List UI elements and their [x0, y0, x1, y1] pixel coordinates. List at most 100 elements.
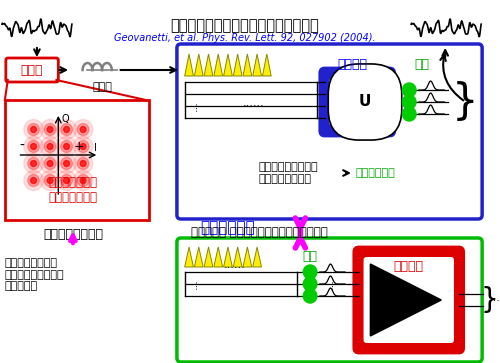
Circle shape	[30, 126, 36, 132]
Text: 量子計算: 量子計算	[338, 58, 368, 71]
Circle shape	[30, 160, 36, 167]
Text: ...: ...	[490, 293, 500, 303]
Text: -: -	[20, 139, 24, 153]
Polygon shape	[243, 247, 252, 267]
Circle shape	[61, 123, 72, 135]
Circle shape	[64, 143, 70, 150]
Circle shape	[304, 289, 317, 303]
FancyBboxPatch shape	[177, 44, 482, 219]
Text: Geovanetti, et al. Phys. Rev. Lett. 92, 027902 (2004).: Geovanetti, et al. Phys. Rev. Lett. 92, …	[114, 33, 376, 43]
Circle shape	[40, 171, 60, 191]
Circle shape	[402, 83, 416, 97]
Text: 従来の技術で十分: 従来の技術で十分	[43, 228, 103, 241]
Text: 測定: 測定	[302, 250, 318, 263]
Circle shape	[80, 126, 86, 132]
Polygon shape	[224, 247, 232, 267]
Circle shape	[30, 178, 36, 184]
Circle shape	[74, 119, 93, 139]
Text: I: I	[94, 143, 97, 153]
Circle shape	[40, 154, 60, 174]
Circle shape	[47, 160, 53, 167]
Circle shape	[44, 175, 56, 187]
Circle shape	[402, 95, 416, 109]
Text: 伝送損失下では、
量子技術を使っても
効果なし。: 伝送損失下では、 量子技術を使っても 効果なし。	[5, 258, 64, 291]
Polygon shape	[194, 247, 203, 267]
Polygon shape	[204, 54, 213, 76]
Polygon shape	[214, 54, 222, 76]
Circle shape	[24, 119, 44, 139]
Text: 従来技術： 測定をしてから古典計算で復号: 従来技術： 測定をしてから古典計算で復号	[190, 225, 328, 238]
Text: }: }	[480, 286, 498, 314]
Circle shape	[80, 178, 86, 184]
Text: ......: ......	[224, 260, 245, 270]
Text: ......: ......	[243, 98, 264, 108]
Circle shape	[40, 119, 60, 139]
Circle shape	[47, 143, 53, 150]
Polygon shape	[184, 54, 194, 76]
Circle shape	[402, 107, 416, 121]
Circle shape	[28, 140, 40, 152]
FancyBboxPatch shape	[330, 78, 385, 126]
Circle shape	[80, 143, 86, 150]
Text: ...: ...	[324, 278, 334, 289]
Circle shape	[30, 143, 36, 150]
FancyBboxPatch shape	[177, 238, 482, 362]
Text: 符号化: 符号化	[21, 64, 44, 77]
Circle shape	[47, 178, 53, 184]
Text: レーザ光の直交
位相の多値変調: レーザ光の直交 位相の多値変調	[48, 176, 98, 204]
Polygon shape	[252, 247, 262, 267]
FancyBboxPatch shape	[5, 100, 148, 220]
Polygon shape	[262, 54, 271, 76]
Circle shape	[78, 140, 89, 152]
Circle shape	[61, 140, 72, 152]
Circle shape	[44, 158, 56, 170]
Circle shape	[24, 171, 44, 191]
Text: 光子数を識別: 光子数を識別	[356, 168, 396, 178]
Text: 量子デコーダ: 量子デコーダ	[200, 220, 255, 235]
Polygon shape	[252, 54, 262, 76]
Circle shape	[61, 158, 72, 170]
Circle shape	[57, 119, 76, 139]
Circle shape	[57, 171, 76, 191]
Text: 古典計算: 古典計算	[394, 260, 424, 273]
Circle shape	[44, 140, 56, 152]
FancyBboxPatch shape	[6, 58, 59, 82]
Circle shape	[28, 175, 40, 187]
FancyBboxPatch shape	[354, 247, 464, 353]
Polygon shape	[214, 247, 222, 267]
Circle shape	[24, 136, 44, 156]
Polygon shape	[370, 264, 442, 336]
Circle shape	[78, 123, 89, 135]
Circle shape	[24, 154, 44, 174]
Circle shape	[64, 178, 70, 184]
Text: ...: ...	[188, 101, 198, 111]
Polygon shape	[243, 54, 252, 76]
Circle shape	[74, 154, 93, 174]
Circle shape	[304, 265, 317, 279]
Circle shape	[304, 277, 317, 291]
Circle shape	[74, 136, 93, 156]
Circle shape	[28, 158, 40, 170]
Circle shape	[61, 175, 72, 187]
Circle shape	[44, 123, 56, 135]
Polygon shape	[234, 54, 242, 76]
Text: U: U	[359, 94, 371, 110]
Circle shape	[74, 171, 93, 191]
Circle shape	[64, 160, 70, 167]
Text: 測定: 測定	[414, 58, 429, 71]
Circle shape	[80, 160, 86, 167]
Circle shape	[78, 175, 89, 187]
Circle shape	[40, 136, 60, 156]
Text: }: }	[452, 81, 478, 123]
FancyBboxPatch shape	[364, 257, 454, 343]
Polygon shape	[184, 247, 194, 267]
Polygon shape	[234, 247, 242, 267]
Polygon shape	[204, 247, 213, 267]
Circle shape	[78, 158, 89, 170]
Polygon shape	[194, 54, 203, 76]
Text: Q: Q	[61, 114, 69, 124]
Polygon shape	[224, 54, 232, 76]
Circle shape	[57, 154, 76, 174]
Circle shape	[57, 136, 76, 156]
Text: 伝送路: 伝送路	[92, 82, 112, 92]
